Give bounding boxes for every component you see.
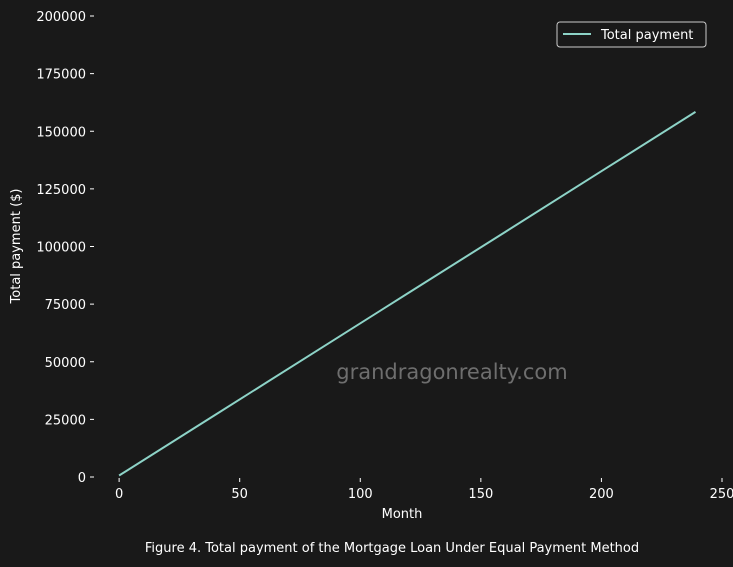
y-tick-label: 125000 xyxy=(36,183,86,198)
y-tick-label: 25000 xyxy=(45,413,86,428)
legend-box xyxy=(556,21,707,48)
y-tick-label: 200000 xyxy=(36,10,86,25)
x-tick-label: 50 xyxy=(231,487,248,502)
y-axis-label: Total payment ($) xyxy=(9,189,24,305)
y-tick-label: 75000 xyxy=(45,298,86,313)
x-axis-ticks: 0 50 100 150 200 250 xyxy=(115,478,733,502)
legend: Total payment xyxy=(556,21,707,48)
figure-caption: Figure 4. Total payment of the Mortgage … xyxy=(144,541,640,556)
x-tick-label: 150 xyxy=(468,487,493,502)
y-tick-label: 50000 xyxy=(45,356,86,371)
y-tick-label: 100000 xyxy=(36,241,86,256)
series-layer xyxy=(118,111,697,477)
y-axis-ticks: 0 25000 50000 75000 100000 125000 150000 175000… xyxy=(36,10,94,486)
y-tick-label: 175000 xyxy=(36,68,86,83)
series-line-total-payment xyxy=(118,111,697,477)
y-tick-label: 150000 xyxy=(36,125,86,140)
x-tick-label: 250 xyxy=(710,487,733,502)
watermark-text: grandragonrealty.com xyxy=(336,360,567,384)
x-tick-label: 0 xyxy=(115,487,123,502)
x-axis-label: Month xyxy=(382,507,423,522)
y-tick-label: 0 xyxy=(78,471,86,486)
x-tick-label: 200 xyxy=(589,487,614,502)
legend-label-total-payment: Total payment xyxy=(600,28,693,43)
x-tick-label: 100 xyxy=(348,487,373,502)
